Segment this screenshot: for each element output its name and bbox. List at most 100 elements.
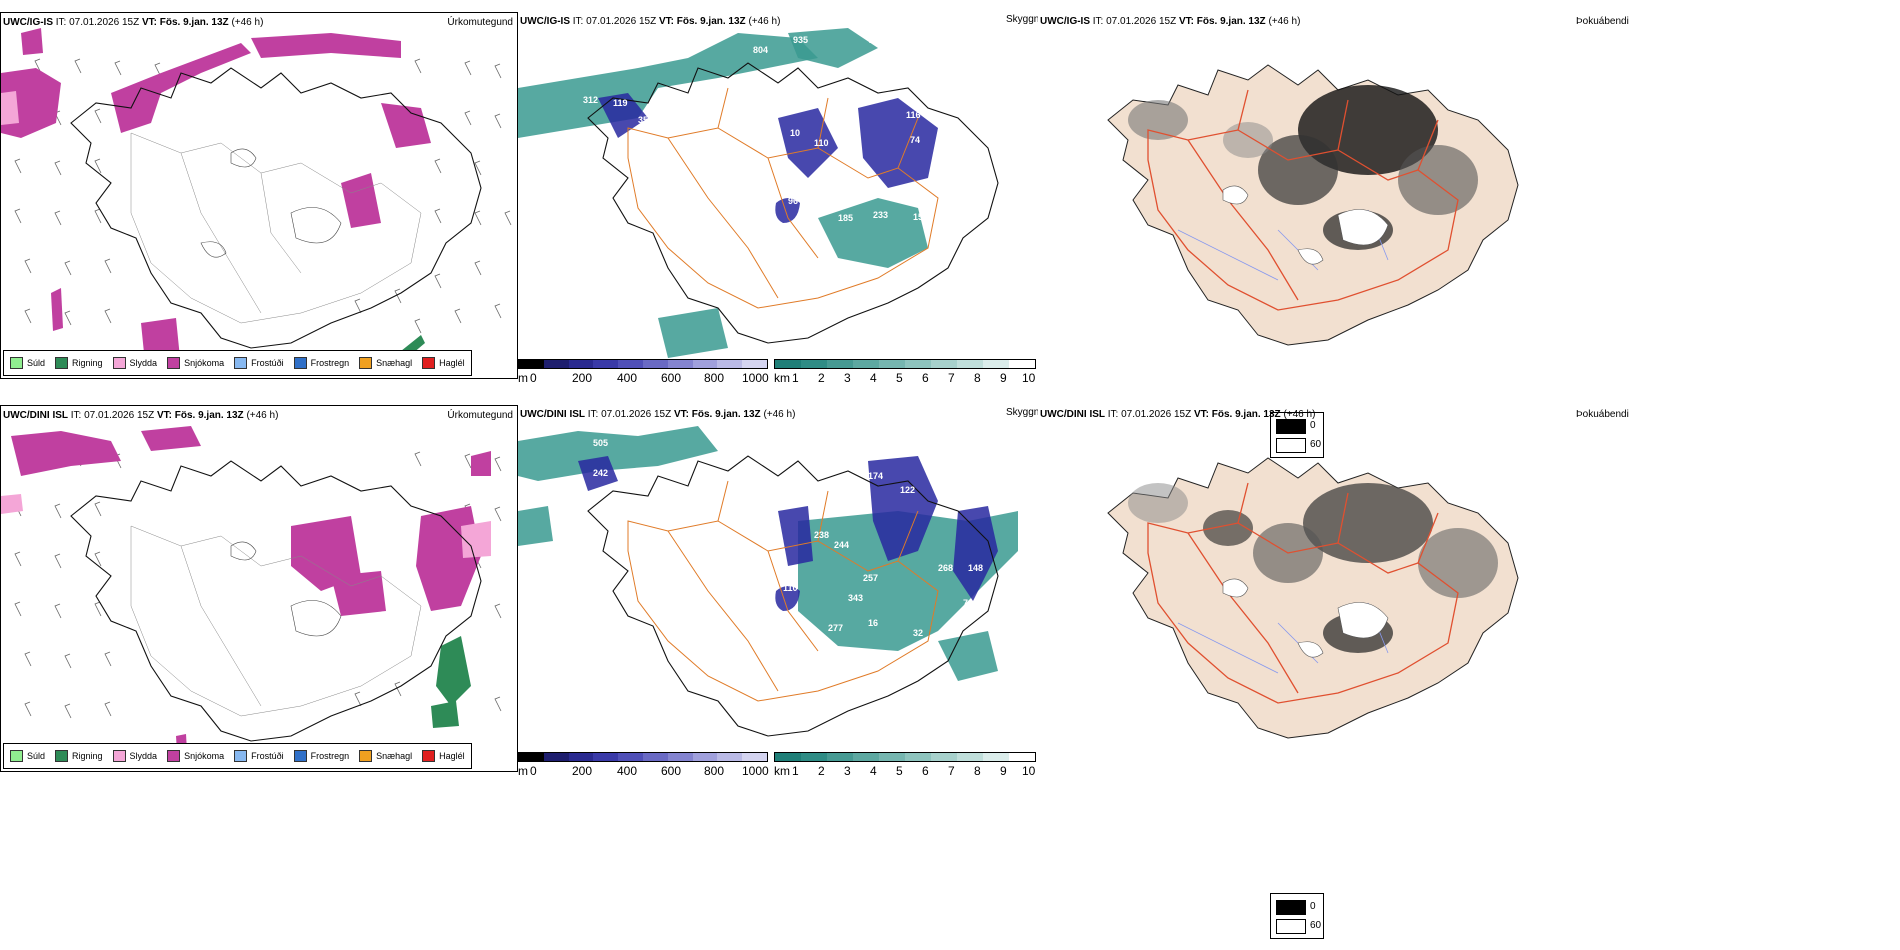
legend-item: Slydda (112, 357, 157, 369)
legend-item: Snjókoma (167, 357, 224, 369)
legend-item: Rigning (55, 357, 103, 369)
ceiling-colorbar: m 0 200 400 600 800 1000 (518, 748, 769, 777)
cloud-base-label: 935 (793, 35, 808, 45)
cloud-base-label: 110 (783, 583, 798, 593)
cloud-base-label: 720 (663, 112, 678, 122)
precip-type-panel-2: UWC/DINI ISL IT: 07.01.2026 15Z VT: Fös.… (0, 405, 518, 772)
precip-legend: Súld Rigning Slydda Snjókoma Frostúði Fr… (3, 350, 472, 376)
cloud-base-label: 10 (790, 128, 800, 138)
roads (627, 87, 939, 309)
ceiling-areas (598, 93, 938, 223)
precip-legend: Súld Rigning Slydda Snjókoma Frostúði Fr… (3, 743, 472, 769)
cloud-base-label: 257 (863, 573, 878, 583)
glaciers (1222, 185, 1389, 265)
cloud-base-label: 148 (968, 563, 983, 573)
roads (627, 480, 939, 702)
cloud-base-label: 312 (583, 95, 598, 105)
legend-item: Frostregn (293, 357, 349, 369)
cloud-base-label: 233 (873, 210, 888, 220)
iceland-coastline (70, 460, 482, 742)
cloud-base-label: 174 (868, 471, 883, 481)
cloud-base-label: 277 (828, 623, 843, 633)
cloud-map: 804 935 787 312 119 355 720 10 110 96 116 74 95 185 23… (518, 28, 999, 358)
iceland-coastline (587, 455, 999, 737)
legend-item: Frostúði (234, 357, 284, 369)
fog-legend: 0 60 (1270, 412, 1324, 458)
panel-subtitle: Þokuábendi (1576, 16, 1629, 27)
fog-intensity (1128, 85, 1478, 250)
cloud-base-label: 185 (838, 213, 853, 223)
panel-subtitle: Skyggni (1006, 407, 1038, 418)
legend-item: Snæhagl (359, 357, 412, 369)
fog-indicator-panel-2: UWC/DINI ISL IT: 07.01.2026 15Z VT: Fös.… (1038, 405, 1900, 777)
cloud-base-label: 244 (834, 540, 849, 550)
cloud-base-label: 96 (788, 196, 798, 206)
panel-title: UWC/DINI ISL IT: 07.01.2026 15Z VT: Fös.… (3, 410, 279, 421)
visibility-areas (518, 28, 928, 358)
cloud-base-label: 804 (753, 45, 768, 55)
ceiling-colorbar: m 0 200 400 600 800 1000 (518, 355, 769, 384)
legend-item: Haglél (422, 357, 465, 369)
cloud-base-label: 122 (900, 485, 915, 495)
cloud-base-label: 74 (910, 135, 920, 145)
legend-item: Haglél (422, 750, 465, 762)
cloud-visibility-panel-1: UWC/IG-IS IT: 07.01.2026 15Z VT: Fös. 9.… (518, 12, 1038, 384)
cloud-base-label: 95 (938, 150, 948, 160)
glacier-outlines (200, 148, 342, 258)
cloud-base-label: 16 (868, 618, 878, 628)
precip-map (1, 426, 502, 752)
precip-map (1, 28, 512, 373)
legend-item: Slydda (112, 750, 157, 762)
iceland-coastline (70, 67, 482, 349)
legend-item: Snjókoma (167, 750, 224, 762)
cloud-base-label: 355 (638, 115, 653, 125)
panel-title: UWC/IG-IS IT: 07.01.2026 15Z VT: Fös. 9.… (3, 17, 264, 28)
legend-item: Súld (10, 357, 45, 369)
fog-legend: 0 60 (1270, 893, 1324, 939)
wind-barbs (14, 58, 512, 334)
cloud-base-label: 268 (938, 563, 953, 573)
fog-indicator-panel-1: UWC/IG-IS IT: 07.01.2026 15Z VT: Fös. 9.… (1038, 12, 1900, 384)
fog-map (1107, 64, 1519, 346)
roads (1147, 89, 1459, 311)
cloud-base-label: 946 (633, 425, 648, 435)
legend-item: Frostúði (234, 750, 284, 762)
cloud-base-labels: 804 935 787 312 119 355 720 10 110 96 116 74 95 185 23… (583, 35, 948, 223)
visibility-colorbar: km 1 2 3 4 5 6 7 8 9 10 (774, 355, 1036, 384)
cloud-base-label: 116 (906, 110, 921, 120)
precip-snow-areas (1, 426, 491, 752)
cloud-base-label: 238 (814, 530, 829, 540)
roads (1147, 482, 1459, 704)
panel-subtitle: Úrkomutegund (447, 410, 513, 421)
panel-title: UWC/DINI ISL IT: 07.01.2026 15Z VT: Fös.… (520, 409, 796, 420)
cloud-base-label: 242 (593, 468, 608, 478)
legend-item: Frostregn (293, 750, 349, 762)
panel-subtitle: Þokuábendi (1576, 409, 1629, 420)
panel-subtitle: Skyggni (1006, 14, 1038, 25)
visibility-colorbar: km 1 2 3 4 5 6 7 8 9 10 (774, 748, 1036, 777)
glacier-outlines (230, 541, 342, 637)
cloud-base-label: 505 (593, 438, 608, 448)
cloud-base-label: 119 (613, 98, 628, 108)
cloud-base-label: 766 (963, 598, 978, 608)
fog-map (1107, 457, 1519, 739)
roads (130, 132, 422, 324)
cloud-base-label: 787 (868, 35, 883, 45)
precip-type-panel-1: UWC/IG-IS IT: 07.01.2026 15Z VT: Fös. 9.… (0, 12, 518, 379)
cloud-base-label: 32 (913, 628, 923, 638)
legend-item: Súld (10, 750, 45, 762)
cloud-base-label: 935 (818, 435, 833, 445)
ceiling-areas (578, 456, 998, 611)
cloud-visibility-panel-2: UWC/DINI ISL IT: 07.01.2026 15Z VT: Fös.… (518, 405, 1038, 777)
roads (130, 525, 422, 717)
panel-title: UWC/IG-IS IT: 07.01.2026 15Z VT: Fös. 9.… (520, 16, 781, 27)
panel-subtitle: Úrkomutegund (447, 17, 513, 28)
panel-title: UWC/IG-IS IT: 07.01.2026 15Z VT: Fös. 9.… (1040, 16, 1301, 27)
cloud-base-label: 343 (848, 593, 863, 603)
glaciers (1222, 578, 1389, 658)
cloud-base-label: 15 (913, 212, 923, 222)
cloud-base-label: 110 (814, 138, 829, 148)
panel-title: UWC/DINI ISL IT: 07.01.2026 15Z VT: Fös.… (1040, 409, 1316, 420)
